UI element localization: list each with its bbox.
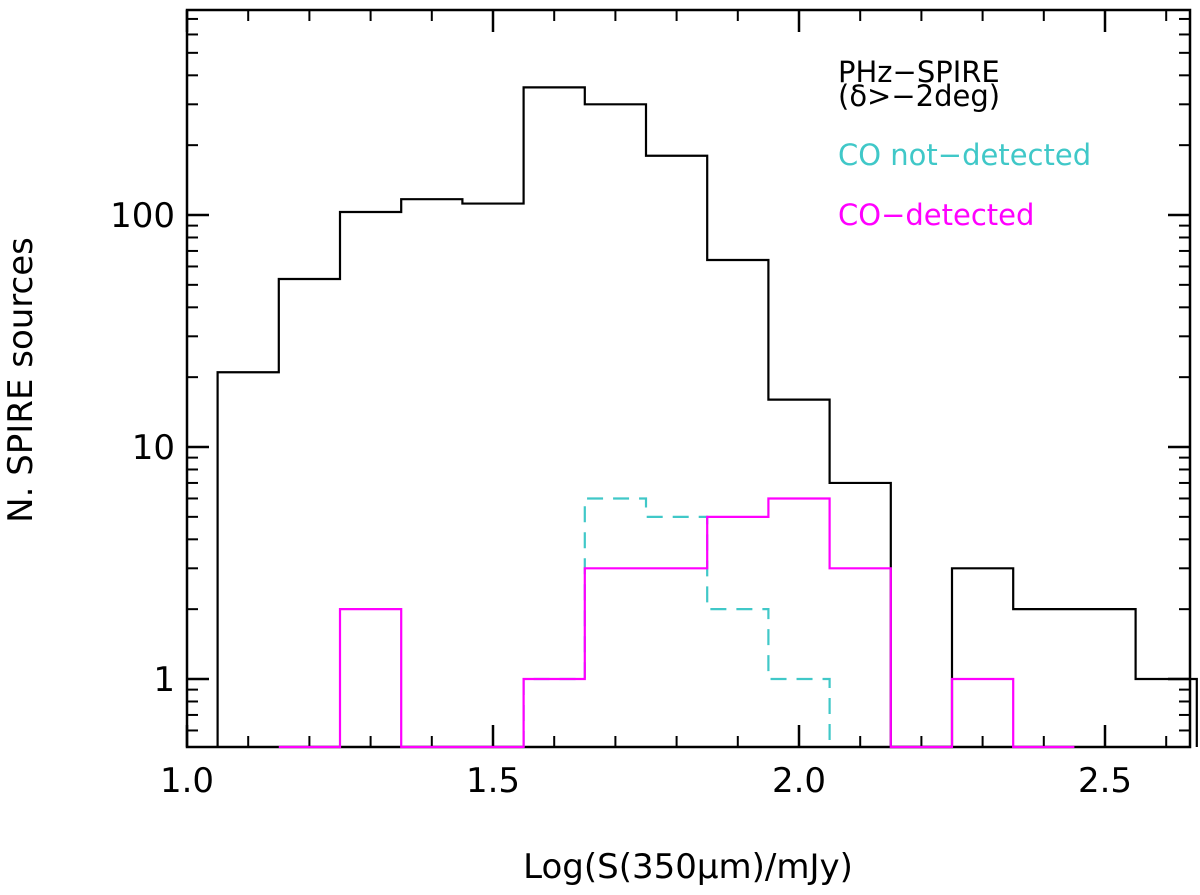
histogram-all-sources bbox=[216, 86, 1198, 749]
legend-title-line2: (δ>−2deg) bbox=[838, 79, 1000, 113]
legend-title-line1: PHz−SPIRE bbox=[838, 55, 1000, 89]
x-axis-ticks: 1.0 1.5 2.0 2.5 bbox=[160, 10, 1168, 801]
plot-frame bbox=[185, 8, 1192, 749]
y-axis-title: N. SPIRE sources bbox=[1, 237, 41, 523]
histogram-series bbox=[216, 86, 1198, 749]
x-tick-label: 2.0 bbox=[772, 761, 826, 801]
x-tick-label: 1.0 bbox=[160, 761, 214, 801]
y-tick-label: 1 bbox=[153, 660, 175, 700]
y-tick-label: 10 bbox=[132, 428, 175, 468]
y-axis-ticks: 1 10 100 bbox=[110, 17, 1190, 732]
legend-co-not-detected: CO not−detected bbox=[838, 138, 1091, 172]
legend-co-detected: CO−detected bbox=[838, 198, 1034, 232]
legend: PHz−SPIRE(δ>−2deg) CO not−detected CO−dete… bbox=[838, 55, 1091, 232]
histogram-co-not-detected bbox=[522, 497, 831, 747]
x-tick-label: 2.5 bbox=[1078, 761, 1132, 801]
x-tick-label: 1.5 bbox=[466, 761, 520, 801]
histogram-co-detected bbox=[278, 497, 1075, 749]
y-tick-label: 100 bbox=[110, 196, 175, 236]
x-axis-title: Log(S(350μm)/mJy) bbox=[523, 847, 853, 887]
